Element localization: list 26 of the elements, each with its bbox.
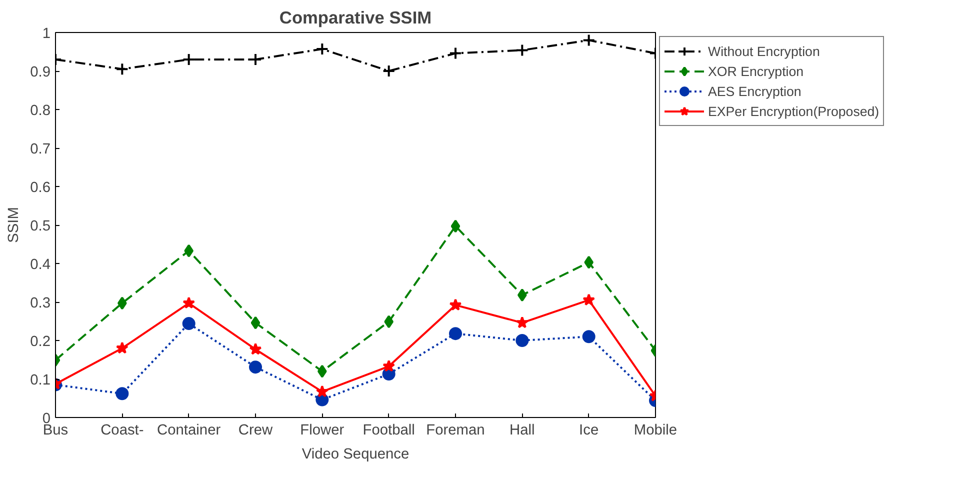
legend-label: AES Encryption [708, 84, 802, 98]
legend-label: EXPer Encryption(Proposed) [708, 104, 880, 118]
y-tick-label: 0.7 [30, 142, 50, 158]
y-tick-label: 0.9 [30, 64, 50, 80]
chart-title: Comparative SSIM [279, 8, 432, 28]
x-tick-label: Coast- [100, 422, 144, 438]
y-tick-label: 1 [42, 26, 51, 42]
x-axis-title: Video Sequence [302, 446, 410, 462]
x-tick-label: Foreman [426, 422, 485, 438]
y-tick-label: 0.4 [30, 257, 50, 273]
y-tick-label: 0.6 [30, 180, 50, 196]
legend-label: XOR Encryption [708, 64, 804, 78]
x-tick-label: Ice [579, 422, 599, 438]
y-axis-title: SSIM [6, 207, 22, 243]
legend-label: Without Encryption [708, 44, 820, 58]
y-tick-label: 0.5 [30, 218, 50, 234]
x-tick-label: Crew [238, 422, 274, 438]
x-tick-label: Flower [300, 422, 344, 438]
x-tick-label: Hall [510, 422, 535, 438]
x-tick-label: Football [362, 422, 415, 438]
y-tick-label: 0.2 [30, 334, 50, 350]
y-tick-label: 0.1 [30, 372, 50, 388]
x-tick-label: Mobile [634, 422, 678, 438]
y-tick-label: 0.8 [30, 103, 50, 119]
y-tick-label: 0.3 [30, 296, 50, 312]
x-tick-label: Container [157, 422, 221, 438]
